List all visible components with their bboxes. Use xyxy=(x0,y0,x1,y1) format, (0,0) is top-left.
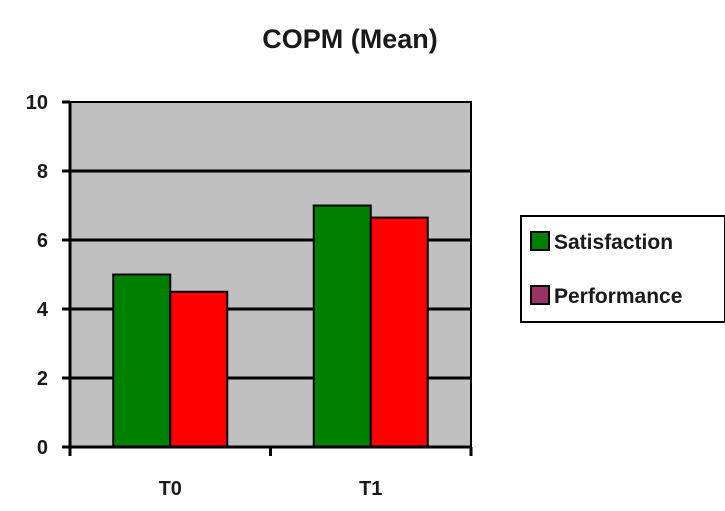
legend-swatch-performance xyxy=(530,285,550,305)
y-tick-label-0: 0 xyxy=(37,437,48,459)
legend-swatch-satisfaction xyxy=(530,231,550,251)
chart-title: COPM (Mean) xyxy=(262,24,438,54)
legend-label-performance: Performance xyxy=(554,285,682,308)
legend-label-satisfaction: Satisfaction xyxy=(554,231,673,254)
bar-satisfaction-t1 xyxy=(312,204,372,448)
x-category-label-t1: T1 xyxy=(359,478,382,500)
legend-box xyxy=(520,215,725,323)
y-tick-label-5: 10 xyxy=(26,92,48,114)
y-tick-label-4: 8 xyxy=(37,161,48,183)
y-tick-labels: 0 2 4 6 8 10 xyxy=(26,92,70,459)
bar-satisfaction-t0 xyxy=(112,273,172,448)
x-tick-labels: T0 T1 xyxy=(159,478,383,500)
axes xyxy=(68,101,473,456)
y-tick-label-3: 6 xyxy=(37,230,48,252)
y-tick-label-2: 4 xyxy=(37,299,49,321)
bar-performance-t1 xyxy=(369,216,429,448)
y-tick-label-1: 2 xyxy=(37,368,48,390)
bar-performance-t0 xyxy=(169,290,229,448)
x-category-label-t0: T0 xyxy=(159,478,182,500)
legend: Satisfaction Performance xyxy=(520,215,725,323)
